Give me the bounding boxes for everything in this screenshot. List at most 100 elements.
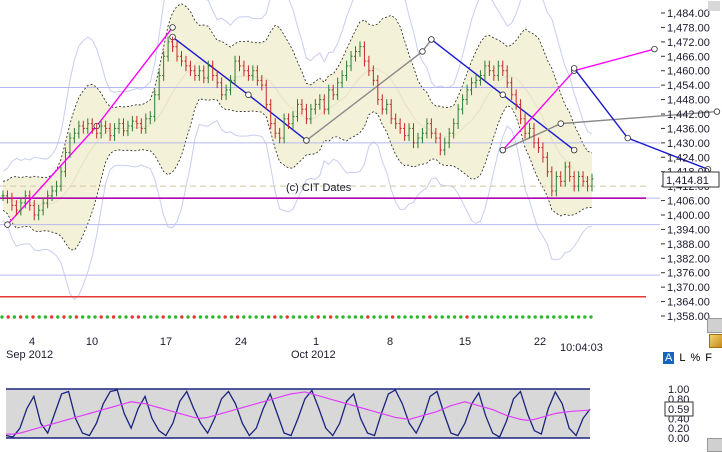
signal-dot-37	[229, 315, 234, 319]
pitchfork-handle-2-1	[419, 48, 426, 55]
signal-dot-54	[335, 315, 339, 319]
oscillator-tick-label-5: 0.00	[668, 433, 689, 445]
signal-dot-34	[211, 315, 215, 319]
signal-dot-6	[37, 315, 41, 319]
band-lower	[2, 98, 593, 251]
band-upper	[2, 3, 593, 182]
signal-dot-42	[260, 315, 265, 319]
signal-dot-30	[186, 315, 190, 319]
signal-dot-56	[347, 315, 351, 319]
signal-dot-46	[285, 315, 289, 319]
pencil-icon[interactable]	[709, 334, 722, 348]
price-tick-label-10: 1,424.00	[667, 152, 710, 164]
signal-dot-26	[161, 315, 165, 319]
pitchfork-handle-6-1	[624, 134, 631, 142]
pitchfork-handle-5-0	[499, 146, 506, 154]
signal-dot-14	[87, 315, 91, 319]
legend-toolbar: A L % F	[663, 351, 721, 365]
signal-dot-49	[304, 315, 308, 319]
price-tick-label-4: 1,460.00	[667, 66, 710, 78]
price-axis: 1,484.00 1,478.00 1,472.00 1,466.00 1,460.00…	[661, 8, 710, 323]
signal-dot-28	[173, 315, 178, 319]
signal-dot-38	[235, 315, 240, 319]
signal-dot-78	[483, 315, 488, 319]
signal-dot-94	[583, 315, 587, 319]
legend-l-button[interactable]: L	[679, 352, 686, 364]
oscillator-series-1	[6, 391, 591, 435]
signal-dot-9	[56, 315, 60, 319]
pitchfork-handle-6-0	[570, 65, 578, 72]
signal-dot-65	[403, 315, 407, 319]
scroll-right-button-lower[interactable]	[707, 438, 722, 452]
scroll-up-button[interactable]	[708, 1, 720, 11]
timestamp-label: 10:04:03	[560, 342, 603, 354]
signal-dot-52	[322, 315, 327, 319]
signal-dot-17	[105, 315, 110, 319]
pitchfork-handle-0-0	[4, 221, 11, 228]
signal-dot-39	[242, 315, 246, 319]
signal-dot-11	[68, 315, 72, 319]
signal-dot-60	[372, 315, 376, 319]
last-price-box	[662, 171, 720, 188]
signal-dot-43	[266, 315, 271, 319]
signal-dot-58	[359, 315, 364, 319]
signal-dot-84	[521, 315, 525, 319]
pitchfork-handle-3-1	[499, 91, 506, 98]
price-tick-label-8: 1,436.00	[667, 123, 710, 135]
signal-dot-77	[477, 315, 482, 319]
signal-dot-81	[502, 315, 506, 319]
signal-dot-1	[6, 315, 10, 319]
signal-dot-24	[149, 315, 153, 319]
signal-dot-73	[452, 315, 457, 319]
pitchfork-handle-4-2	[713, 108, 721, 115]
signal-dot-5	[31, 315, 35, 319]
legend-a-button[interactable]: A	[663, 352, 675, 364]
signal-dot-36	[223, 315, 227, 319]
signal-dot-13	[80, 315, 85, 319]
pitchfork-handle-2-0	[303, 137, 310, 144]
signal-dot-92	[570, 315, 575, 319]
legend-percent-button[interactable]: %	[690, 352, 701, 364]
signal-dot-20	[124, 315, 128, 319]
signal-dot-8	[49, 315, 54, 319]
signal-dot-53	[328, 315, 333, 319]
price-bars	[1, 36, 594, 221]
signal-dot-67	[415, 315, 420, 319]
signal-dot-88	[545, 315, 550, 319]
signal-dot-72	[446, 315, 451, 319]
price-tick-label-17: 1,382.00	[667, 253, 710, 265]
signal-dot-80	[496, 315, 500, 319]
signal-dot-40	[248, 315, 252, 319]
price-tick-label-5: 1,454.00	[667, 80, 710, 92]
pitchfork-handle-4-1	[557, 120, 564, 127]
signal-dot-0	[0, 315, 4, 319]
signal-dot-23	[142, 315, 147, 319]
signal-dot-87	[539, 315, 544, 319]
oscillator-tick-label-0: 1.00	[668, 384, 689, 396]
signal-dot-4	[25, 315, 29, 319]
price-tick-label-15: 1,394.00	[667, 224, 710, 236]
signal-dot-83	[514, 315, 519, 319]
signal-dot-95	[589, 315, 593, 319]
signal-dots	[0, 315, 593, 319]
signal-dot-69	[428, 315, 432, 319]
signal-dot-16	[99, 315, 103, 319]
signal-dot-76	[471, 315, 475, 319]
pitchfork-handle-1-1	[245, 91, 252, 98]
scroll-right-button[interactable]	[707, 318, 722, 333]
price-tick-label-21: 1,358.00	[667, 311, 710, 323]
signal-dot-93	[576, 315, 581, 319]
price-tick-label-0: 1,484.00	[667, 8, 710, 20]
signal-dot-51	[316, 315, 320, 319]
pitchfork-handle-3-2	[570, 146, 578, 154]
price-tick-label-9: 1,430.00	[667, 138, 710, 150]
signal-dot-41	[254, 315, 258, 319]
price-tick-label-13: 1,406.00	[667, 196, 710, 208]
oscillator-panel[interactable]	[6, 389, 590, 438]
price-tick-label-7: 1,442.00	[667, 109, 710, 121]
signal-dot-18	[111, 315, 116, 319]
price-tick-label-3: 1,466.00	[667, 51, 710, 63]
oscillator-value-box	[664, 401, 694, 417]
month-label-1: Oct 2012	[291, 349, 336, 361]
legend-f-button[interactable]: F	[705, 352, 712, 364]
